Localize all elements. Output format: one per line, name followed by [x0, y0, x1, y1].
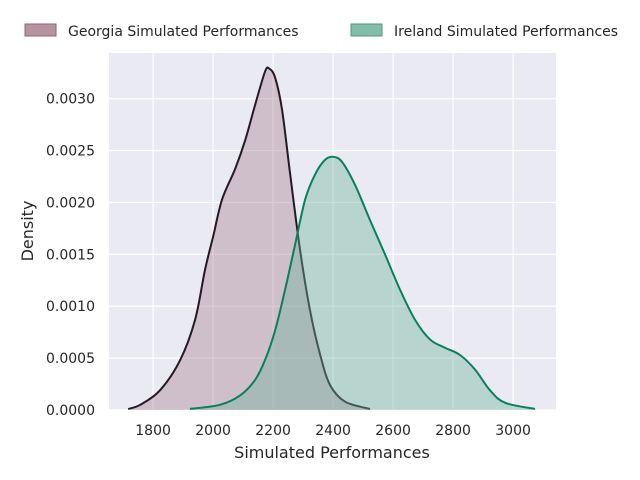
- georgia-density-fill: [128, 67, 370, 410]
- ireland-density-line: [189, 155, 536, 410]
- y-tick-label: 0.0030: [46, 92, 95, 108]
- y-axis-label: Density: [18, 201, 37, 262]
- grid: [109, 53, 556, 411]
- x-tick-label: 2200: [255, 423, 291, 439]
- y-tick-label: 0.0025: [46, 144, 95, 160]
- x-tick-labels: 1800 2000 2200 2400 2600 2800 3000: [135, 423, 531, 439]
- y-tick-labels: 0.0000 0.0005 0.0010 0.0015 0.0020 0.0025 0.00…: [46, 92, 95, 419]
- y-tick-label: 0.0020: [46, 195, 95, 211]
- x-tick-label: 2600: [375, 423, 411, 439]
- y-tick-label: 0.0000: [46, 403, 95, 419]
- x-tick-label: 2800: [435, 423, 471, 439]
- x-tick-label: 2400: [315, 423, 351, 439]
- x-tick-label: 3000: [495, 423, 531, 439]
- x-tick-label: 2000: [195, 423, 231, 439]
- legend-label-ireland: Ireland Simulated Performances: [394, 24, 618, 40]
- series-layer: [127, 66, 536, 410]
- legend-label-georgia: Georgia Simulated Performances: [68, 24, 299, 40]
- georgia-density-line: [127, 66, 371, 410]
- y-tick-label: 0.0015: [46, 247, 95, 263]
- ireland-density-fill: [190, 156, 535, 410]
- legend-swatch-georgia: [24, 23, 57, 37]
- y-tick-label: 0.0010: [46, 299, 95, 315]
- legend-swatch-ireland: [350, 23, 383, 37]
- legend: Georgia Simulated Performances Ireland S…: [24, 23, 618, 40]
- y-tick-label: 0.0005: [46, 351, 95, 367]
- x-tick-label: 1800: [135, 423, 171, 439]
- x-axis-label: Simulated Performances: [234, 443, 430, 462]
